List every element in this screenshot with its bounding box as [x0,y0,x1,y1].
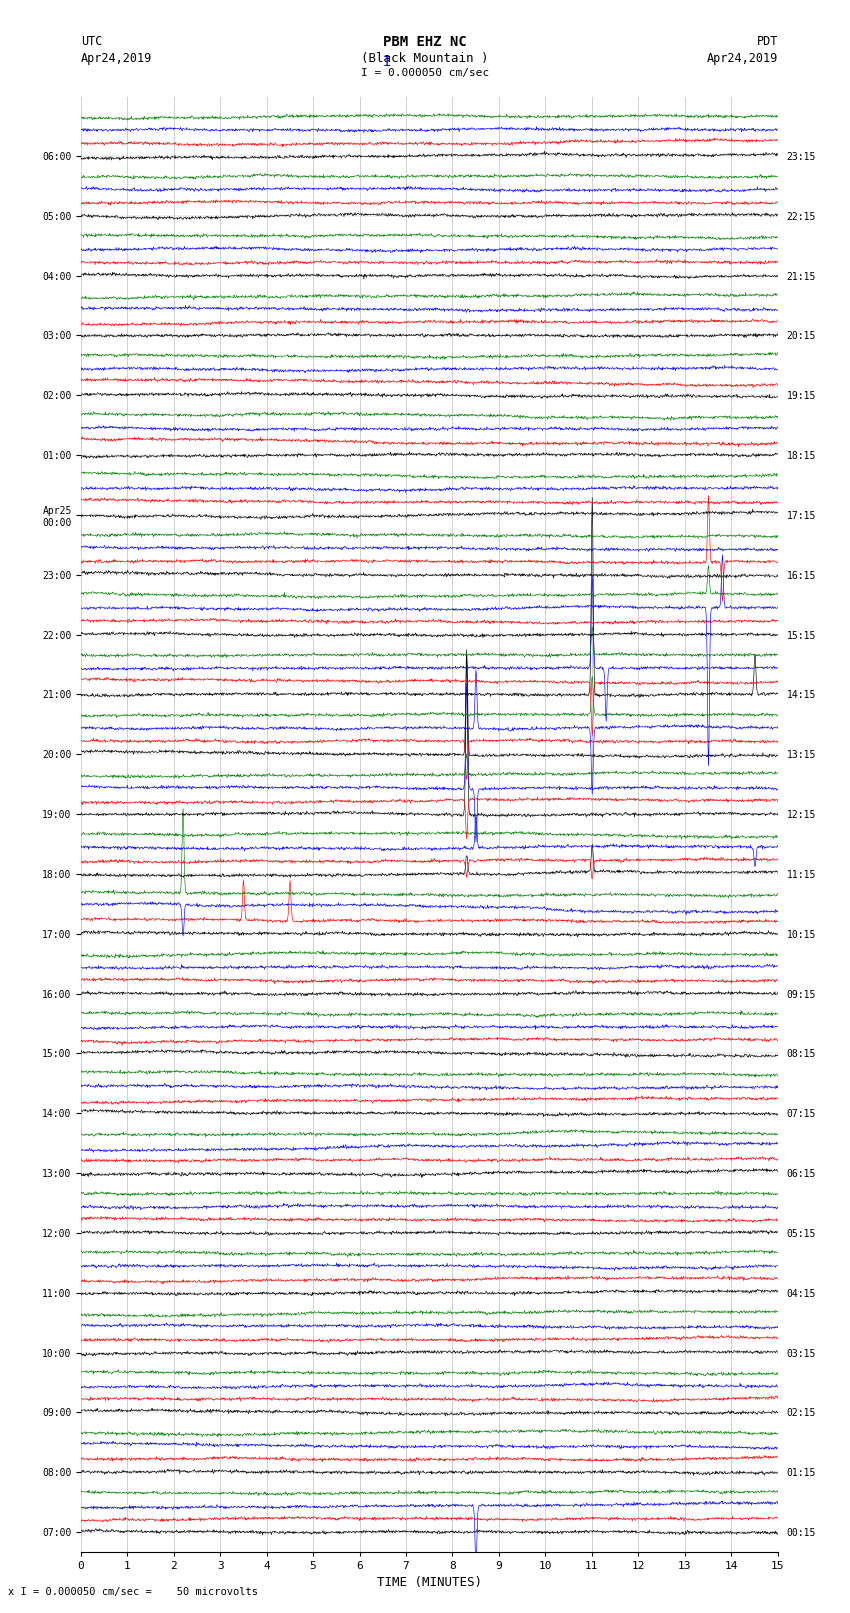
Text: I: I [382,55,391,69]
Text: Apr24,2019: Apr24,2019 [706,52,778,65]
Text: PBM EHZ NC: PBM EHZ NC [383,35,467,50]
Text: UTC: UTC [81,35,102,48]
Text: Apr24,2019: Apr24,2019 [81,52,152,65]
X-axis label: TIME (MINUTES): TIME (MINUTES) [377,1576,482,1589]
Text: PDT: PDT [756,35,778,48]
Text: (Black Mountain ): (Black Mountain ) [361,52,489,65]
Text: I = 0.000050 cm/sec: I = 0.000050 cm/sec [361,68,489,77]
Text: x I = 0.000050 cm/sec =    50 microvolts: x I = 0.000050 cm/sec = 50 microvolts [8,1587,258,1597]
